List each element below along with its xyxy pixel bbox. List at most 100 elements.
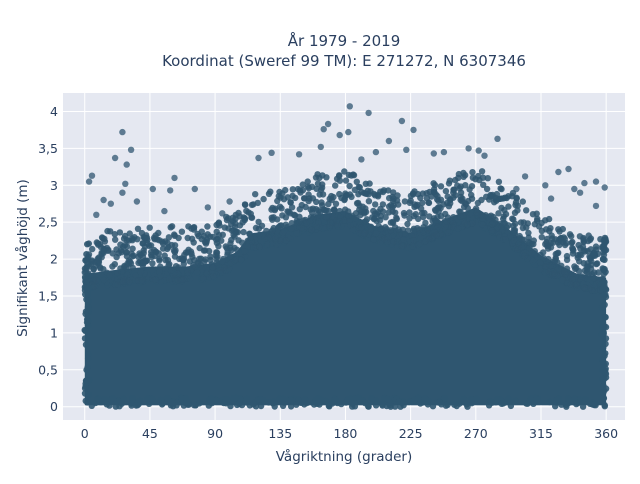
data-point xyxy=(121,242,129,249)
outlier-point xyxy=(513,185,520,193)
data-point xyxy=(97,265,104,272)
data-point xyxy=(140,247,147,254)
data-points xyxy=(81,103,610,410)
outlier-point xyxy=(161,207,168,215)
data-point xyxy=(518,236,526,243)
data-point xyxy=(501,194,509,201)
x-tick-label: 225 xyxy=(399,426,423,441)
data-point xyxy=(148,266,156,274)
data-point xyxy=(416,226,423,233)
data-point xyxy=(256,231,263,239)
y-tick-label: 3 xyxy=(50,178,58,193)
data-point xyxy=(184,269,191,277)
data-point xyxy=(140,260,147,267)
outlier-point xyxy=(555,168,562,176)
data-point xyxy=(398,243,405,250)
data-point xyxy=(446,177,454,184)
data-point xyxy=(449,218,456,225)
data-point xyxy=(409,227,417,234)
data-point xyxy=(540,255,548,262)
data-point xyxy=(254,199,261,207)
data-point xyxy=(580,236,587,243)
data-point xyxy=(420,213,427,221)
data-point xyxy=(223,216,231,224)
data-point xyxy=(316,401,323,408)
data-point xyxy=(555,395,562,402)
data-point xyxy=(425,199,432,206)
data-point xyxy=(205,402,212,409)
data-point xyxy=(179,276,187,283)
data-point xyxy=(84,287,91,294)
data-point xyxy=(372,402,380,409)
data-point xyxy=(99,398,107,405)
data-point xyxy=(358,188,365,195)
data-point xyxy=(458,197,466,205)
data-point xyxy=(191,263,198,271)
outlier-point xyxy=(571,185,578,193)
data-point xyxy=(289,192,296,200)
outlier-point xyxy=(204,204,211,211)
data-point xyxy=(437,183,445,190)
data-point xyxy=(325,200,332,208)
data-point xyxy=(296,206,303,213)
data-point xyxy=(319,172,326,179)
data-point xyxy=(587,284,594,291)
data-point xyxy=(379,402,386,409)
data-point xyxy=(336,172,343,180)
data-point xyxy=(478,221,486,228)
data-point xyxy=(265,399,272,406)
data-point xyxy=(599,323,606,331)
data-point xyxy=(221,399,228,406)
outlier-point xyxy=(88,172,96,179)
y-tick-label: 0 xyxy=(50,399,58,414)
data-point xyxy=(227,259,235,267)
data-point xyxy=(126,258,134,265)
data-point xyxy=(372,397,379,404)
data-point xyxy=(175,234,182,242)
data-point xyxy=(524,400,531,407)
data-point xyxy=(533,396,540,403)
data-point xyxy=(599,357,607,365)
outlier-point xyxy=(403,146,410,153)
data-point xyxy=(370,236,378,243)
data-point xyxy=(389,219,397,227)
data-point xyxy=(419,199,426,207)
data-point xyxy=(288,225,295,232)
data-point xyxy=(193,269,201,276)
data-point xyxy=(128,402,135,409)
data-point xyxy=(391,403,399,410)
data-point xyxy=(326,222,334,229)
outlier-point xyxy=(521,173,529,180)
data-point xyxy=(90,266,97,273)
data-point xyxy=(146,224,153,231)
data-point xyxy=(500,215,507,223)
data-point xyxy=(199,274,207,282)
data-point xyxy=(182,399,189,407)
data-point xyxy=(602,340,609,348)
data-point xyxy=(557,237,565,244)
data-point xyxy=(289,186,296,193)
outlier-point xyxy=(320,126,327,133)
data-point xyxy=(190,402,198,409)
data-point xyxy=(213,259,221,266)
data-point xyxy=(460,395,468,403)
data-point xyxy=(585,271,592,278)
data-point xyxy=(414,190,422,198)
data-point xyxy=(400,209,408,217)
outlier-point xyxy=(107,200,115,207)
data-point xyxy=(89,245,96,253)
x-tick-label: 90 xyxy=(207,426,223,441)
outlier-point xyxy=(372,148,380,156)
data-point xyxy=(444,401,451,409)
data-point xyxy=(239,219,246,226)
data-point xyxy=(399,399,406,406)
data-point xyxy=(137,269,144,276)
data-point xyxy=(601,285,609,292)
data-point xyxy=(172,247,179,254)
data-point xyxy=(321,224,328,231)
data-point xyxy=(518,244,526,251)
data-point xyxy=(524,220,531,227)
data-point xyxy=(529,211,537,218)
data-point xyxy=(114,269,121,276)
data-point xyxy=(513,195,520,202)
